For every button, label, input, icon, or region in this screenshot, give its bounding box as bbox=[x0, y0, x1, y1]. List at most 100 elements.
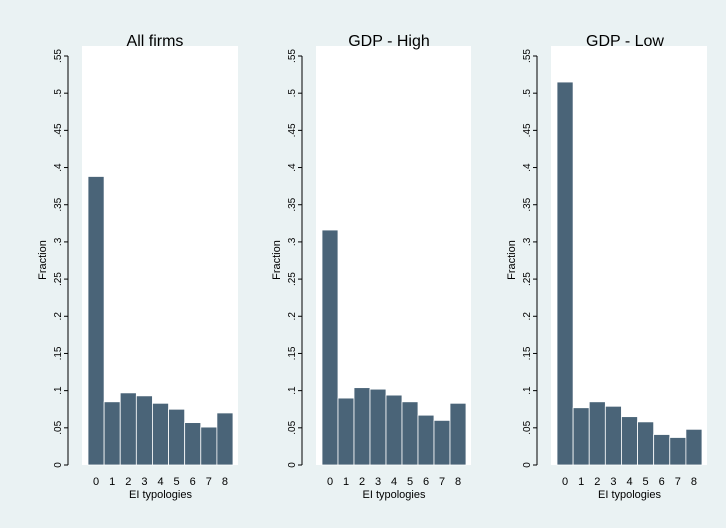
x-tick-label: 0 bbox=[93, 476, 99, 488]
y-tick-label: .45 bbox=[287, 123, 298, 137]
chart-panel-0: All firms 0 .05 .1 .15 .2 .25 .3 .35 .4 .45 .5 .55 Fr… bbox=[37, 33, 238, 501]
bar-5 bbox=[168, 408, 186, 466]
x-tick-label: 2 bbox=[359, 476, 365, 488]
y-tick-label: .35 bbox=[287, 197, 298, 211]
y-tick-label: .25 bbox=[53, 272, 64, 286]
y-tick-label: .55 bbox=[53, 49, 64, 63]
y-tick-label: .5 bbox=[287, 89, 298, 98]
bar-3 bbox=[369, 388, 387, 466]
x-tick-label: 3 bbox=[375, 476, 381, 488]
y-tick-label: .55 bbox=[287, 49, 298, 63]
x-tick-label: 8 bbox=[222, 476, 228, 488]
y-tick-label: .5 bbox=[522, 89, 533, 98]
bar-1 bbox=[572, 407, 590, 466]
plot-region bbox=[551, 46, 707, 465]
bar-1 bbox=[337, 397, 355, 466]
x-tick-label: 8 bbox=[691, 476, 697, 488]
chart-panel-1: GDP - High 0 .05 .1 .15 .2 .25 .3 .35 .4 .45 .5 .55 F… bbox=[271, 33, 471, 501]
bar-4 bbox=[385, 394, 403, 466]
bar-5 bbox=[637, 421, 655, 466]
x-tick-label: 6 bbox=[190, 476, 196, 488]
x-tick-label: 0 bbox=[327, 476, 333, 488]
y-tick-label: .45 bbox=[53, 123, 64, 137]
y-tick-label: .2 bbox=[53, 312, 64, 321]
chart-title: GDP - High bbox=[348, 33, 430, 50]
y-tick-label: .05 bbox=[53, 420, 64, 434]
y-tick-label: .15 bbox=[53, 346, 64, 360]
bar-8 bbox=[449, 402, 467, 466]
y-tick-label: .4 bbox=[53, 163, 64, 172]
x-tick-label: 4 bbox=[626, 476, 632, 488]
x-tick-label: 7 bbox=[206, 476, 212, 488]
chart-title: All firms bbox=[127, 33, 184, 50]
bar-2 bbox=[353, 387, 371, 466]
y-tick-label: .15 bbox=[287, 346, 298, 360]
y-tick-label: .4 bbox=[522, 163, 533, 172]
x-axis-label: EI typologies bbox=[598, 489, 661, 501]
x-tick-label: 7 bbox=[439, 476, 445, 488]
bar-6 bbox=[417, 414, 435, 466]
bar-0 bbox=[321, 229, 339, 466]
x-tick-label: 0 bbox=[562, 476, 568, 488]
bar-5 bbox=[401, 401, 419, 466]
bar-2 bbox=[119, 392, 137, 466]
x-axis-label: EI typologies bbox=[363, 489, 426, 501]
bar-0 bbox=[556, 81, 574, 466]
y-tick-label: .05 bbox=[522, 420, 533, 434]
y-tick-label: .45 bbox=[522, 123, 533, 137]
bar-3 bbox=[604, 405, 622, 466]
y-tick-label: .35 bbox=[53, 197, 64, 211]
y-tick-label: .4 bbox=[287, 163, 298, 172]
y-tick-label: .05 bbox=[287, 420, 298, 434]
chart-panel-2: GDP - Low 0 .05 .1 .15 .2 .25 .3 .35 .4 .45 .5 .55 Fr… bbox=[506, 33, 707, 501]
bar-7 bbox=[669, 437, 687, 466]
bar-0 bbox=[87, 176, 105, 466]
x-tick-label: 5 bbox=[407, 476, 413, 488]
y-tick-label: .5 bbox=[53, 89, 64, 98]
bar-8 bbox=[216, 412, 234, 466]
bar-2 bbox=[588, 401, 606, 466]
x-axis-label: EI typologies bbox=[129, 489, 192, 501]
y-tick-label: .2 bbox=[287, 312, 298, 321]
y-tick-label: .1 bbox=[53, 386, 64, 395]
x-tick-label: 1 bbox=[578, 476, 584, 488]
x-tick-label: 6 bbox=[659, 476, 665, 488]
y-tick-label: 0 bbox=[287, 462, 298, 468]
x-tick-label: 5 bbox=[643, 476, 649, 488]
y-tick-label: .25 bbox=[522, 272, 533, 286]
y-tick-label: .3 bbox=[522, 237, 533, 246]
bar-3 bbox=[135, 395, 153, 466]
x-tick-label: 4 bbox=[157, 476, 163, 488]
x-tick-label: 2 bbox=[594, 476, 600, 488]
x-tick-label: 4 bbox=[391, 476, 397, 488]
x-tick-label: 7 bbox=[675, 476, 681, 488]
x-tick-label: 3 bbox=[610, 476, 616, 488]
x-tick-label: 1 bbox=[109, 476, 115, 488]
y-axis-label: Fraction bbox=[271, 240, 283, 280]
bar-6 bbox=[184, 422, 202, 466]
y-axis-label: Fraction bbox=[506, 240, 518, 280]
y-tick-label: .1 bbox=[522, 386, 533, 395]
y-tick-label: .1 bbox=[287, 386, 298, 395]
x-tick-label: 1 bbox=[343, 476, 349, 488]
x-tick-label: 6 bbox=[423, 476, 429, 488]
x-tick-label: 5 bbox=[174, 476, 180, 488]
y-tick-label: .55 bbox=[522, 49, 533, 63]
bar-7 bbox=[200, 426, 218, 466]
y-tick-label: .2 bbox=[522, 312, 533, 321]
x-tick-label: 3 bbox=[141, 476, 147, 488]
y-tick-label: .15 bbox=[522, 346, 533, 360]
bar-6 bbox=[653, 434, 671, 466]
y-tick-label: .35 bbox=[522, 197, 533, 211]
y-tick-label: .3 bbox=[53, 237, 64, 246]
bar-4 bbox=[152, 402, 169, 466]
plot-region bbox=[82, 46, 238, 465]
chart-title: GDP - Low bbox=[586, 33, 664, 50]
x-tick-label: 2 bbox=[125, 476, 131, 488]
y-tick-label: 0 bbox=[53, 462, 64, 468]
x-tick-label: 8 bbox=[455, 476, 461, 488]
y-axis-label: Fraction bbox=[37, 240, 49, 280]
bar-8 bbox=[685, 428, 703, 466]
